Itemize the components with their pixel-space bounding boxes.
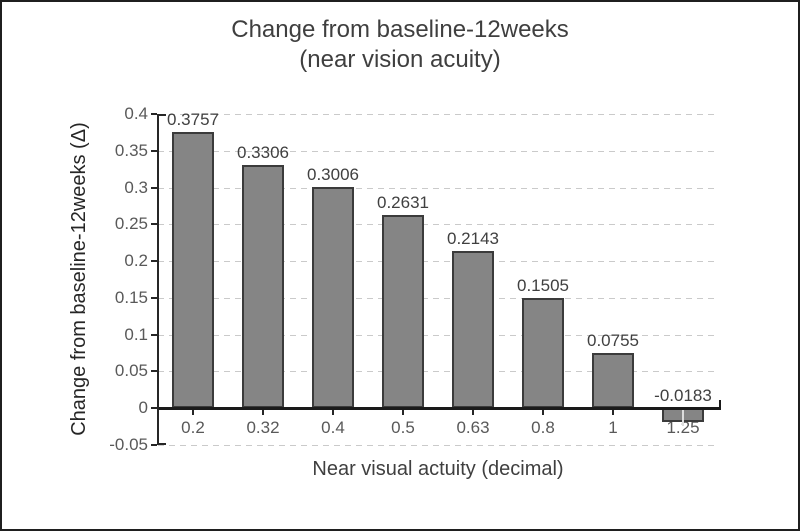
y-axis-bottom-tick: [159, 443, 166, 445]
bar: [522, 297, 564, 409]
x-axis-tick: [612, 410, 614, 416]
bar: [312, 187, 354, 409]
x-axis-tick: [192, 410, 194, 416]
bar: [172, 131, 214, 409]
y-tick-label: 0: [138, 398, 148, 418]
plot-area: 0.3757 0.2 0.3306 0.32 0.3006 0.4 0.2631 0.5 0.2…: [158, 110, 721, 446]
bar: [452, 250, 494, 409]
x-axis-tick: [472, 410, 474, 416]
x-category-label: 0.4: [321, 418, 345, 437]
bar-data-label: -0.0183: [654, 386, 712, 406]
gridline: [158, 297, 718, 299]
bar-data-label: 0.2143: [447, 228, 499, 248]
y-axis-tick: [151, 296, 157, 299]
y-tick-label: 0.3: [124, 177, 148, 197]
x-category-label: 0.8: [531, 418, 555, 437]
bar-data-label: 0.3306: [237, 143, 289, 163]
bar-data-label: 0.3757: [167, 109, 219, 129]
gridline: [158, 150, 718, 152]
x-axis-title: Near visual actuity (decimal): [312, 458, 564, 480]
x-category-label: 1.25: [666, 418, 700, 437]
y-tick-label: 0.1: [124, 324, 148, 344]
x-axis-tick: [262, 410, 264, 416]
bar-data-label: 0.0755: [587, 330, 639, 350]
x-axis-tick: [542, 410, 544, 416]
x-category-label: 0.2: [181, 418, 205, 437]
y-axis-tick: [151, 186, 157, 189]
y-tick-label: 0.05: [114, 361, 148, 381]
bar: [382, 214, 424, 409]
y-axis-line: [157, 114, 159, 445]
y-tick-label: 0.25: [114, 214, 148, 234]
x-category-label: 0.63: [456, 418, 490, 437]
chart-title-line1: Change from baseline-12weeks: [231, 16, 569, 43]
x-axis-tick: [332, 410, 334, 416]
y-tick-label: 0.4: [124, 104, 148, 123]
x-category-label: 1: [608, 418, 618, 437]
bar-data-label: 0.1505: [517, 275, 569, 295]
chart-title: Change from baseline-12weeks (near visio…: [2, 15, 798, 75]
gridline: [158, 224, 718, 226]
y-axis-tick: [151, 223, 157, 226]
x-category-label: 0.5: [391, 418, 415, 437]
y-axis-tick: [151, 149, 157, 152]
x-axis-tick: [682, 410, 684, 427]
y-tick-label: 0.35: [114, 140, 148, 160]
bar: [242, 165, 284, 409]
gridline: [158, 114, 718, 115]
y-axis-tick: [151, 113, 157, 115]
gridline: [158, 371, 718, 373]
bar-data-label: 0.3006: [307, 165, 359, 185]
gridline: [158, 445, 718, 446]
y-axis-tick: [151, 370, 157, 373]
x-category-label: 0.32: [246, 418, 280, 437]
y-axis-tick: [151, 260, 157, 263]
bar-data-label: 0.2631: [377, 192, 429, 212]
y-tick-label: 0.15: [114, 287, 148, 307]
x-axis-zero-line: [158, 407, 721, 410]
x-axis-end-tick: [719, 400, 721, 408]
bar: [592, 352, 634, 409]
gridline: [158, 187, 718, 189]
y-axis-top-tick: [159, 114, 166, 116]
y-axis-tick: [151, 333, 157, 336]
chart-title-line2: (near vision acuity): [299, 46, 501, 73]
gridline: [158, 334, 718, 336]
y-axis-title: Change from baseline-12weeks (Δ): [68, 122, 90, 436]
gridline: [158, 261, 718, 263]
y-axis-tick: [151, 407, 157, 410]
y-tick-label: -0.05: [109, 435, 148, 454]
x-axis-tick: [402, 410, 404, 416]
y-tick-label: 0.2: [124, 251, 148, 271]
y-axis-tick: [151, 444, 157, 446]
